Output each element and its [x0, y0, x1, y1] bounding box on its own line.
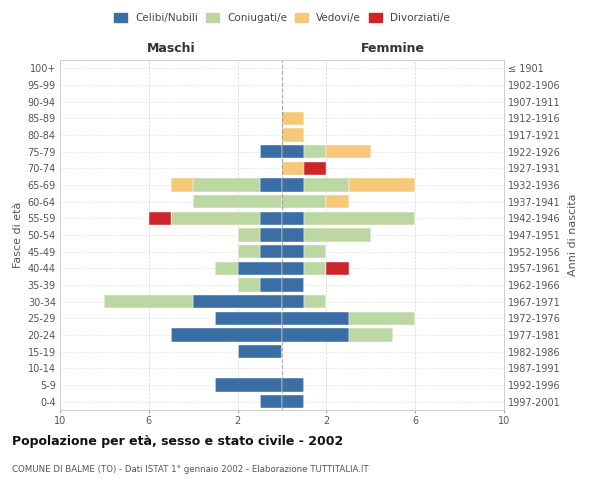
Bar	[193, 295, 282, 308]
Bar	[149, 212, 171, 225]
Bar	[282, 228, 304, 241]
Bar	[260, 212, 282, 225]
Bar	[304, 245, 326, 258]
Bar	[304, 162, 326, 175]
Bar	[282, 378, 304, 392]
Bar	[260, 145, 282, 158]
Bar	[326, 145, 371, 158]
Legend: Celibi/Nubili, Coniugati/e, Vedovi/e, Divorziati/e: Celibi/Nubili, Coniugati/e, Vedovi/e, Di…	[111, 10, 453, 26]
Bar	[304, 178, 349, 192]
Bar	[215, 378, 282, 392]
Bar	[260, 278, 282, 291]
Bar	[282, 328, 349, 342]
Bar	[349, 312, 415, 325]
Text: COMUNE DI BALME (TO) - Dati ISTAT 1° gennaio 2002 - Elaborazione TUTTITALIA.IT: COMUNE DI BALME (TO) - Dati ISTAT 1° gen…	[12, 465, 368, 474]
Bar	[260, 228, 282, 241]
Bar	[304, 295, 326, 308]
Bar	[238, 245, 260, 258]
Bar	[260, 178, 282, 192]
Bar	[260, 395, 282, 408]
Bar	[171, 178, 193, 192]
Bar	[349, 178, 415, 192]
Bar	[304, 212, 415, 225]
Bar	[104, 295, 193, 308]
Bar	[260, 245, 282, 258]
Bar	[282, 162, 304, 175]
Text: Popolazione per età, sesso e stato civile - 2002: Popolazione per età, sesso e stato civil…	[12, 435, 343, 448]
Bar	[282, 245, 304, 258]
Bar	[282, 145, 304, 158]
Bar	[282, 112, 304, 125]
Y-axis label: Fasce di età: Fasce di età	[13, 202, 23, 268]
Bar	[193, 195, 282, 208]
Bar	[282, 312, 349, 325]
Bar	[282, 295, 304, 308]
Bar	[282, 178, 304, 192]
Bar	[238, 278, 260, 291]
Text: Femmine: Femmine	[361, 42, 425, 55]
Bar	[282, 278, 304, 291]
Bar	[304, 262, 326, 275]
Bar	[171, 212, 260, 225]
Text: Maschi: Maschi	[146, 42, 196, 55]
Bar	[238, 262, 282, 275]
Bar	[326, 262, 349, 275]
Bar	[238, 345, 282, 358]
Bar	[171, 328, 282, 342]
Bar	[326, 195, 349, 208]
Y-axis label: Anni di nascita: Anni di nascita	[568, 194, 578, 276]
Bar	[282, 195, 326, 208]
Bar	[349, 328, 393, 342]
Bar	[238, 228, 260, 241]
Bar	[215, 312, 282, 325]
Bar	[304, 228, 371, 241]
Bar	[304, 145, 326, 158]
Bar	[193, 178, 260, 192]
Bar	[282, 262, 304, 275]
Bar	[215, 262, 238, 275]
Bar	[282, 212, 304, 225]
Bar	[282, 128, 304, 141]
Bar	[282, 395, 304, 408]
